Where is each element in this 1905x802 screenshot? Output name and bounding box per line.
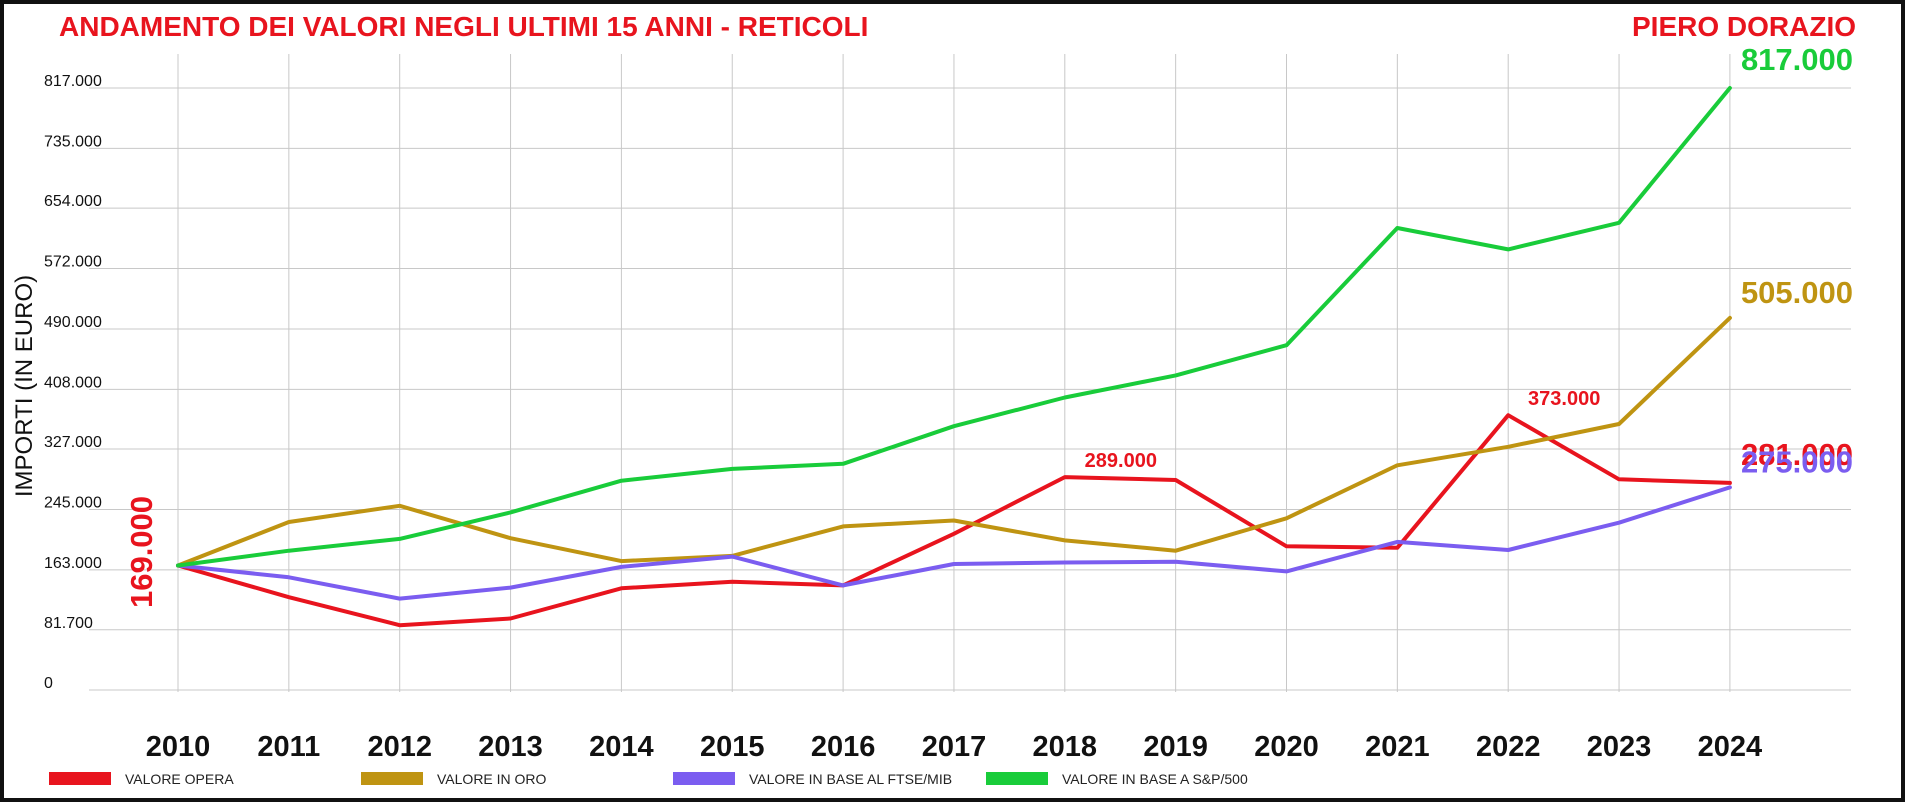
legend-swatch xyxy=(49,772,111,785)
x-tick-label: 2011 xyxy=(257,731,320,763)
series-lines xyxy=(176,86,1732,628)
x-tick-label: 2018 xyxy=(1033,731,1098,763)
x-tick-label: 2022 xyxy=(1476,731,1541,763)
legend-label: VALORE OPERA xyxy=(125,771,234,787)
data-labels: 2010 2011 2012 2013 2014 2015 2016 2017 2018 2019… xyxy=(44,42,1853,763)
x-tick-label: 2017 xyxy=(922,731,987,763)
legend-label: VALORE IN ORO xyxy=(437,771,547,787)
y-tick-label: 81.700 xyxy=(44,615,93,632)
legend-swatch xyxy=(986,772,1048,785)
y-tick-label: 245.000 xyxy=(44,494,102,511)
series-end-label: 505.000 xyxy=(1741,275,1853,310)
y-tick-label: 817.000 xyxy=(44,73,102,90)
x-tick-label: 2015 xyxy=(700,731,765,763)
point-value-label: 289.000 xyxy=(1085,450,1157,472)
y-axis-label: IMPORTI (IN EURO) xyxy=(11,275,38,497)
x-tick-label: 2021 xyxy=(1365,731,1430,763)
y-tick-label: 163.000 xyxy=(44,555,102,572)
x-tick-label: 2014 xyxy=(589,731,654,763)
legend-swatch xyxy=(673,772,735,785)
legend-label: VALORE IN BASE A S&P/500 xyxy=(1062,771,1248,787)
series-line xyxy=(176,315,1732,568)
point-value-label: 373.000 xyxy=(1528,388,1600,410)
legend-swatch xyxy=(361,772,423,785)
chart-title: ANDAMENTO DEI VALORI NEGLI ULTIMI 15 ANN… xyxy=(59,11,868,42)
legend: VALORE OPERA VALORE IN ORO VALORE IN BASE … xyxy=(49,771,1248,787)
x-tick-label: 2023 xyxy=(1587,731,1652,763)
chart-author: PIERO DORAZIO xyxy=(1632,11,1856,42)
x-tick-label: 2020 xyxy=(1254,731,1319,763)
series-line xyxy=(176,86,1732,568)
y-tick-label: 654.000 xyxy=(44,193,102,210)
x-tick-label: 2019 xyxy=(1143,731,1208,763)
series-end-label: 817.000 xyxy=(1741,42,1853,77)
x-tick-label: 2013 xyxy=(478,731,543,763)
y-tick-label: 408.000 xyxy=(44,374,102,391)
series-start-label: 169.000 xyxy=(124,496,159,608)
y-tick-label: 0 xyxy=(44,675,53,692)
series-line xyxy=(176,413,1732,628)
x-tick-label: 2010 xyxy=(146,731,211,763)
x-tick-label: 2016 xyxy=(811,731,876,763)
y-tick-label: 735.000 xyxy=(44,133,102,150)
series-end-label: 275.000 xyxy=(1741,444,1853,479)
y-tick-label: 490.000 xyxy=(44,314,102,331)
line-chart: 2010 2011 2012 2013 2014 2015 2016 2017 2018 2019… xyxy=(11,11,1856,787)
y-tick-label: 572.000 xyxy=(44,254,102,271)
grid xyxy=(89,54,1851,692)
x-tick-label: 2024 xyxy=(1698,731,1763,763)
series-line xyxy=(176,485,1732,601)
legend-label: VALORE IN BASE AL FTSE/MIB xyxy=(749,771,952,787)
x-tick-label: 2012 xyxy=(367,731,432,763)
y-tick-label: 327.000 xyxy=(44,434,102,451)
series-end-label: 281.000 xyxy=(1741,437,1853,472)
